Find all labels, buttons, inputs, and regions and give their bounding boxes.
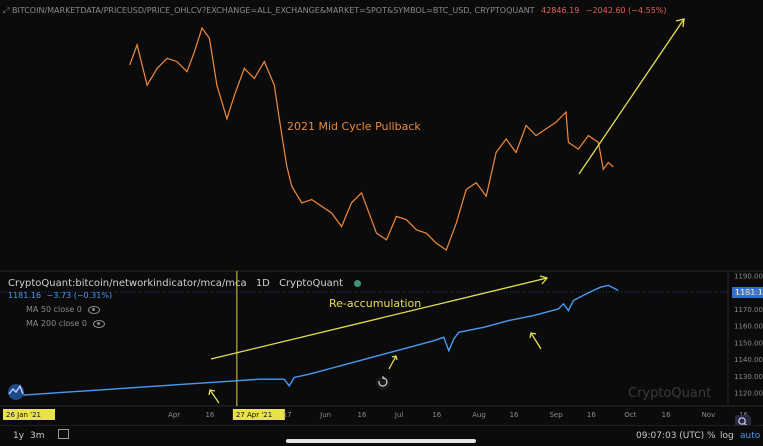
mca-y-tick-label: 1120.00 — [734, 390, 763, 398]
mca-x-tick-label: 16 — [358, 411, 367, 419]
logo-icon — [8, 384, 24, 400]
price-symbol: BITCOIN/MARKETDATA/PRICEUSD/PRICE_OHLCV?… — [11, 6, 535, 15]
mca-last-value-badge: 1181.16 — [732, 287, 763, 298]
mca-y-axis: 1120.00 1130.00 1140.00 1150.00 1160.00 1170.… — [734, 272, 763, 397]
dip-arrow-1-head — [208, 389, 216, 396]
mca-trend-arrow — [210, 277, 548, 360]
price-arrow — [578, 18, 685, 175]
mca-x-tick-label: 16 — [432, 411, 441, 419]
price-annotation: 2021 Mid Cycle Pullback — [287, 120, 421, 133]
mca-values: 1181.16 −3.73 (−0.31%) — [8, 291, 112, 300]
mca-y-tick-label: 1160.00 — [734, 323, 763, 331]
mca-value: 1181.16 — [8, 291, 42, 300]
mca-interval: 1D — [255, 278, 270, 289]
mca-source: CryptoQuant — [279, 278, 344, 289]
mca-y-tick-label: 1130.00 — [734, 373, 763, 381]
ma200-visibility-icon[interactable] — [92, 319, 105, 328]
mca-x-tick-label: 16 — [205, 411, 214, 419]
annotation-arrows — [208, 18, 685, 404]
home-indicator — [286, 439, 476, 443]
mca-y-tick-label: 1150.00 — [734, 339, 763, 347]
mca-y-tick-label: 1140.00 — [734, 356, 763, 364]
percent-scale-button[interactable]: % — [707, 431, 716, 441]
price-series-line — [129, 26, 614, 251]
mca-annotation: Re-accumulation — [329, 297, 421, 310]
mca-x-tick-label: 27 Apr '21 — [236, 411, 272, 419]
utc-time[interactable]: 09:07:03 (UTC) — [636, 431, 705, 441]
mca-x-tick-label: 16 — [662, 411, 671, 419]
price-collapse-icon[interactable]: ⤢ — [3, 6, 10, 15]
log-scale-button[interactable]: log — [720, 431, 734, 441]
mca-x-tick-label: Aug — [472, 411, 486, 419]
mca-x-tick-label: 16 — [510, 411, 519, 419]
price-arrow-head — [675, 18, 685, 28]
ma200-label: MA 200 close 0 — [26, 319, 87, 328]
watermark: CryptoQuant — [628, 386, 711, 401]
mca-x-tick-label: Apr — [168, 411, 180, 419]
price-header: ⤢ BITCOIN/MARKETDATA/PRICEUSD/PRICE_OHLC… — [3, 6, 667, 16]
x-tick-highlight — [3, 409, 55, 420]
dip-arrow-3-head — [529, 332, 537, 339]
ma50-visibility-icon[interactable] — [87, 305, 100, 314]
mca-x-tick-label: 16 — [587, 411, 596, 419]
ma50-label: MA 50 close 0 — [26, 305, 82, 314]
date-range-icon[interactable] — [58, 429, 69, 439]
ma50-legend[interactable]: MA 50 close 0 — [26, 305, 100, 314]
mca-y-tick-label: 1180.00 — [734, 289, 763, 297]
mca-value-change: −3.73 (−0.31%) — [46, 291, 113, 300]
dip-arrow-3 — [530, 332, 542, 350]
bottom-bar: 1y 3m 09:07:03 (UTC) % log auto — [0, 425, 763, 446]
mca-y-tick-label: 1190.00 — [734, 272, 763, 280]
range-1y-button[interactable]: 1y — [13, 431, 25, 441]
dip-arrow-1 — [209, 389, 220, 404]
mca-x-tick-label: 26 Jan '21 — [6, 411, 41, 419]
mca-x-tick-label: Oct — [624, 411, 636, 419]
dip-arrow-2 — [388, 355, 397, 370]
price-change: −2042.60 (−4.55%) — [585, 6, 667, 15]
mca-header: CryptoQuant:bitcoin/networkindicator/mca… — [8, 278, 362, 289]
mca-x-tick-label: Nov — [702, 411, 716, 419]
search-icon[interactable] — [735, 415, 751, 425]
auto-scale-button[interactable]: auto — [740, 431, 761, 441]
reset-icon[interactable] — [376, 376, 390, 390]
mca-x-tick-label: Jul — [394, 411, 404, 419]
mca-series-line — [9, 284, 619, 397]
dip-arrow-2-head — [391, 355, 398, 361]
mca-status-dot-icon — [354, 279, 362, 287]
mca-x-tick-label: Jun — [319, 411, 331, 419]
x-tick-highlight — [232, 409, 285, 420]
price-last: 42846.19 — [541, 6, 580, 15]
range-3m-button[interactable]: 3m — [30, 431, 45, 441]
mca-title: CryptoQuant:bitcoin/networkindicator/mca… — [8, 278, 247, 289]
mca-x-tick-label: 17 — [283, 411, 292, 419]
mca-x-tick-label: Sep — [549, 411, 563, 419]
chart-svg: 1120.00 1130.00 1140.00 1150.00 1160.00 1170.… — [0, 18, 763, 425]
mca-trend-arrow-head — [539, 275, 549, 285]
mca-y-tick-label: 1170.00 — [734, 306, 763, 314]
ma200-legend[interactable]: MA 200 close 0 — [26, 319, 105, 328]
mca-x-axis: 26 Jan '21 Apr 16 27 Apr '21 17 Jun 16 Jul 16 Aug… — [3, 409, 748, 420]
